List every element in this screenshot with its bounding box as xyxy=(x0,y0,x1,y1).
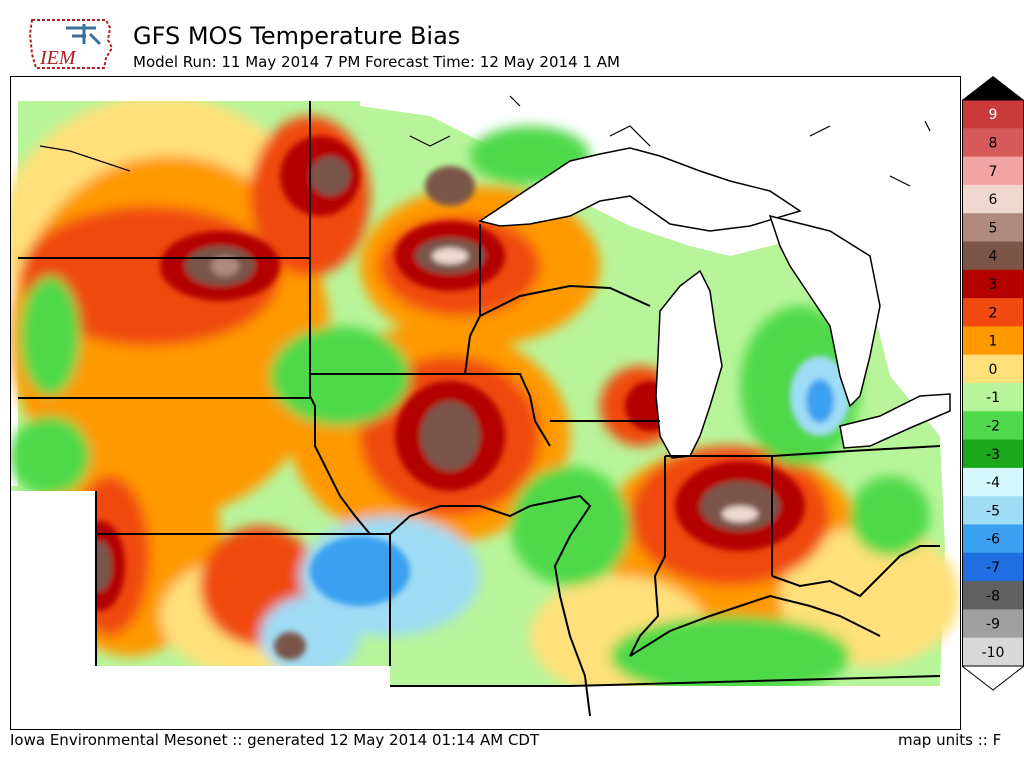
colorbar-swatch xyxy=(962,609,1024,639)
colorbar-swatch xyxy=(962,524,1024,554)
no-data-area xyxy=(10,491,96,686)
colorbar-swatch xyxy=(962,269,1024,299)
colorbar-swatch xyxy=(962,411,1024,441)
colorbar-label: 1 xyxy=(989,334,998,350)
colorbar-label: 4 xyxy=(989,249,998,265)
colorbar-label: 3 xyxy=(989,277,998,293)
map-title: GFS MOS Temperature Bias xyxy=(133,22,461,50)
colorbar-swatch xyxy=(962,156,1024,186)
colorbar-swatch xyxy=(962,637,1024,667)
colorbar-label: 0 xyxy=(989,362,998,378)
colorbar-swatch xyxy=(962,467,1024,497)
canada-land xyxy=(360,76,961,236)
colorbar-swatch xyxy=(962,552,1024,582)
no-data-area xyxy=(10,666,390,730)
colorbar-label: -1 xyxy=(986,390,1000,406)
temperature-bias-map xyxy=(10,76,961,730)
colorbar-label: 9 xyxy=(989,107,998,123)
coastline-details xyxy=(39,95,931,187)
footer-source: Iowa Environmental Mesonet :: generated … xyxy=(10,731,540,749)
colorbar-swatch xyxy=(962,241,1024,271)
state-boundaries xyxy=(18,101,941,717)
colorbar-label: 7 xyxy=(989,164,998,180)
iowa-state-outline-icon xyxy=(28,19,114,69)
lake-superior xyxy=(478,147,802,232)
colorbar-label: 6 xyxy=(989,192,998,208)
colorbar-label: -4 xyxy=(986,475,1000,491)
map-frame xyxy=(10,76,961,730)
colorbar-label: -2 xyxy=(986,418,1000,434)
colorbar-label: 2 xyxy=(989,305,998,321)
weather-vane-icon xyxy=(66,24,102,46)
colorbar-label: -8 xyxy=(986,588,1000,604)
colorbar-swatch xyxy=(962,354,1024,384)
colorbar-label: -6 xyxy=(986,532,1000,548)
lake-michigan xyxy=(655,269,723,459)
colorbar: 9 8 7 6 5 4 3 2 1 0 -1 -2 -3 -4 -5 -6 -7 -8 -9 -10 xyxy=(962,76,1024,691)
colorbar-swatch xyxy=(962,213,1024,242)
colorbar-swatch xyxy=(962,326,1024,356)
colorbar-bottom-arrow xyxy=(962,665,1024,691)
colorbar-label: -9 xyxy=(986,617,1000,633)
colorbar-swatch xyxy=(962,298,1024,327)
colorbar-label: -5 xyxy=(986,503,1000,519)
logo-text: IEM xyxy=(39,47,77,69)
colorbar-label: 5 xyxy=(989,220,998,236)
colorbar-label: -7 xyxy=(986,560,1000,576)
colorbar-swatch xyxy=(962,439,1024,469)
colorbar-swatch xyxy=(962,581,1024,610)
colorbar-label: -10 xyxy=(982,645,1005,661)
colorbar-swatch xyxy=(962,128,1024,158)
colorbar-swatch xyxy=(962,496,1024,525)
colorbar-swatch xyxy=(962,100,1024,129)
footer-units: map units :: F xyxy=(898,731,1002,749)
colorbar-swatch xyxy=(962,383,1024,412)
colorbar-label: -3 xyxy=(986,447,1000,463)
iem-logo: IEM xyxy=(28,19,114,69)
colorbar-top-arrow xyxy=(962,76,1024,100)
colorbar-swatch xyxy=(962,184,1024,214)
colorbar-label: 8 xyxy=(989,135,998,151)
map-subtitle: Model Run: 11 May 2014 7 PM Forecast Tim… xyxy=(133,53,620,71)
great-lakes xyxy=(478,147,951,459)
lake-huron xyxy=(768,214,881,408)
no-data-area xyxy=(390,686,961,730)
lake-erie xyxy=(839,393,951,449)
